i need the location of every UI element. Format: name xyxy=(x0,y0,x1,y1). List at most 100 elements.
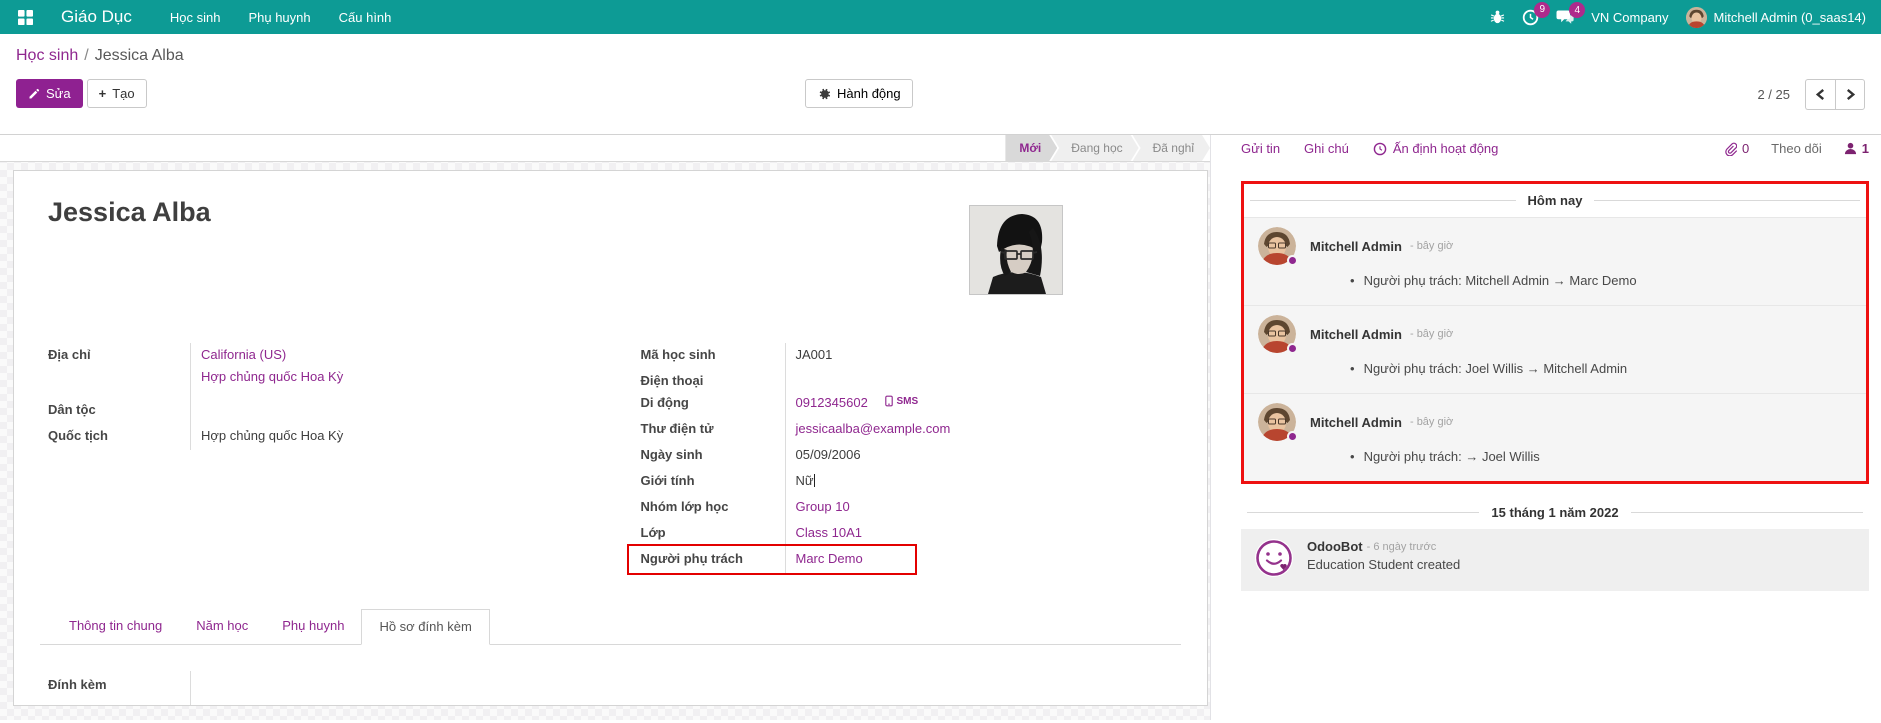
paperclip-icon xyxy=(1725,142,1737,156)
apps-grid-icon[interactable] xyxy=(15,7,35,27)
email-link[interactable]: jessicaalba@example.com xyxy=(795,421,951,436)
create-button[interactable]: + Tạo xyxy=(86,79,147,108)
statusbar: Mới Đang học Đã nghỉ xyxy=(0,135,1210,162)
ethnicity-label: Dân tộc xyxy=(48,402,96,417)
main-menu: Học sinh Phụ huynh Cấu hình xyxy=(170,10,392,25)
student-code-label: Mã học sinh xyxy=(640,347,716,362)
edit-button[interactable]: Sửa xyxy=(16,79,83,108)
author-avatar[interactable] xyxy=(1258,403,1298,442)
message-body: • Người phụ trách: Joel Willis → Mitchell… xyxy=(1350,361,1628,376)
notebook-tabs: Thông tin chung Năm học Phụ huynh Hồ sơ … xyxy=(40,609,1181,645)
chatter-message: Mitchell Admin - bây giờ • Người phụ trác… xyxy=(1244,217,1866,305)
tab-general-info[interactable]: Thông tin chung xyxy=(69,618,163,633)
odoobot-avatar[interactable] xyxy=(1255,539,1293,577)
user-menu[interactable]: Mitchell Admin (0_saas14) xyxy=(1685,6,1866,28)
class-label: Lớp xyxy=(640,525,666,540)
student-code-value: JA001 xyxy=(784,343,1182,369)
pager-next-button[interactable] xyxy=(1835,79,1865,110)
dob-label: Ngày sinh xyxy=(640,447,703,462)
address-label: Địa chỉ xyxy=(48,347,91,362)
record-title: Jessica Alba xyxy=(48,197,211,227)
responsible-value: Marc Demo xyxy=(784,547,1182,573)
follow-button[interactable]: Theo dõi xyxy=(1771,141,1822,156)
attachment-value[interactable] xyxy=(190,671,1181,705)
menu-students[interactable]: Học sinh xyxy=(169,9,221,25)
chatter-panel: Gửi tin Ghi chú Ấn định hoạt động 0 Theo… xyxy=(1210,135,1881,720)
author-avatar[interactable] xyxy=(1258,315,1298,354)
send-message-button[interactable]: Gửi tin xyxy=(1241,141,1281,156)
company-switcher[interactable]: VN Company xyxy=(1591,9,1669,25)
debug-bug-icon[interactable] xyxy=(1490,9,1505,25)
gear-icon xyxy=(819,88,831,99)
tab-parents[interactable]: Phụ huynh xyxy=(282,618,345,633)
chevron-right-icon xyxy=(1846,89,1855,100)
student-photo[interactable] xyxy=(969,205,1063,295)
nationality-label: Quốc tịch xyxy=(48,428,108,443)
message-time: - bây giờ xyxy=(1409,240,1454,252)
today-messages-highlight-box: Hôm nay Mitchell Admin - bây giờ • Người … xyxy=(1241,181,1869,484)
phone-icon xyxy=(885,395,894,407)
navbar-right: 9 4 VN Company Mitchell Admin (0_saas14) xyxy=(1490,1,1866,28)
tab-school-year[interactable]: Năm học xyxy=(196,618,249,633)
person-icon xyxy=(1844,142,1856,155)
phone-label: Điện thoại xyxy=(640,373,704,388)
responsible-label: Người phụ trách xyxy=(640,551,743,566)
email-value: jessicaalba@example.com xyxy=(784,417,1182,443)
message-author[interactable]: Mitchell Admin xyxy=(1310,238,1402,254)
send-sms-button[interactable]: SMS xyxy=(885,395,918,407)
pager-previous-button[interactable] xyxy=(1805,79,1835,110)
menu-parents[interactable]: Phụ huynh xyxy=(248,9,311,25)
class-group-label: Nhóm lớp học xyxy=(640,499,729,514)
today-divider: Hôm nay xyxy=(1244,184,1866,217)
tab-attachments[interactable]: Hồ sơ đính kèm xyxy=(361,609,490,645)
attachment-label: Đính kèm xyxy=(48,677,107,692)
message-author[interactable]: Mitchell Admin xyxy=(1310,326,1402,342)
nationality-value: Hợp chủng quốc Hoa Kỳ xyxy=(190,424,611,450)
activity-clock-icon[interactable]: 9 xyxy=(1522,1,1551,26)
text-caret xyxy=(813,474,815,487)
message-author[interactable]: Mitchell Admin xyxy=(1310,414,1402,430)
activity-clock-icon xyxy=(1373,142,1387,155)
user-avatar xyxy=(1685,6,1707,28)
ethnicity-value xyxy=(190,398,611,424)
schedule-activity-button[interactable]: Ấn định hoạt động xyxy=(1373,141,1498,156)
mobile-value: 0912345602 SMS xyxy=(784,391,1182,417)
app-name[interactable]: Giáo Dục xyxy=(61,7,132,26)
message-count-badge: 4 xyxy=(1569,2,1586,18)
user-name: Mitchell Admin (0_saas14) xyxy=(1713,9,1866,25)
address-value: California (US) Hợp chủng quốc Hoa Kỳ xyxy=(190,343,611,398)
author-avatar[interactable] xyxy=(1258,227,1298,266)
gender-label: Giới tính xyxy=(640,473,695,488)
phone-value xyxy=(784,369,1182,391)
attachments-counter-button[interactable]: 0 xyxy=(1724,141,1749,156)
field-group-left: Địa chỉ California (US) Hợp chủng quốc H… xyxy=(40,343,611,573)
main-content: Mới Đang học Đã nghỉ Jessica Alba xyxy=(0,134,1881,720)
action-menu-button[interactable]: Hành động xyxy=(805,79,913,108)
form-column: Mới Đang học Đã nghỉ Jessica Alba xyxy=(0,135,1210,720)
odoobot-message: OdooBot - 6 ngày trước Education Student… xyxy=(1241,529,1869,591)
chevron-left-icon xyxy=(1815,89,1825,100)
menu-config[interactable]: Cấu hình xyxy=(338,9,392,25)
mobile-link[interactable]: 0912345602 xyxy=(795,395,868,410)
status-step-left[interactable]: Đã nghỉ xyxy=(1133,135,1210,161)
messages-icon[interactable]: 4 xyxy=(1556,2,1586,25)
class-group-link[interactable]: Group 10 xyxy=(795,499,850,514)
message-time: - 6 ngày trước xyxy=(1366,540,1437,553)
plus-icon: + xyxy=(98,86,107,101)
message-author[interactable]: OdooBot xyxy=(1307,539,1363,554)
chatter-message: Mitchell Admin - bây giờ • Người phụ trác… xyxy=(1244,305,1866,393)
breadcrumb-parent[interactable]: Học sinh xyxy=(16,47,79,64)
class-link[interactable]: Class 10A1 xyxy=(795,525,862,540)
top-navbar: Giáo Dục Học sinh Phụ huynh Cấu hình 9 4… xyxy=(0,0,1881,34)
message-body: • Người phụ trách: → Joel Willis xyxy=(1350,449,1540,464)
followers-counter-button[interactable]: 1 xyxy=(1844,141,1869,156)
online-status-dot xyxy=(1287,431,1298,442)
status-step-new[interactable]: Mới xyxy=(1005,135,1057,161)
mobile-label: Di động xyxy=(640,395,689,410)
status-step-studying[interactable]: Đang học xyxy=(1051,135,1138,161)
responsible-link[interactable]: Marc Demo xyxy=(795,551,863,566)
log-note-button[interactable]: Ghi chú xyxy=(1304,141,1349,156)
address-state-link[interactable]: California (US) xyxy=(201,347,287,362)
address-country-link[interactable]: Hợp chủng quốc Hoa Kỳ xyxy=(201,369,344,384)
breadcrumb-separator: / xyxy=(84,47,89,64)
